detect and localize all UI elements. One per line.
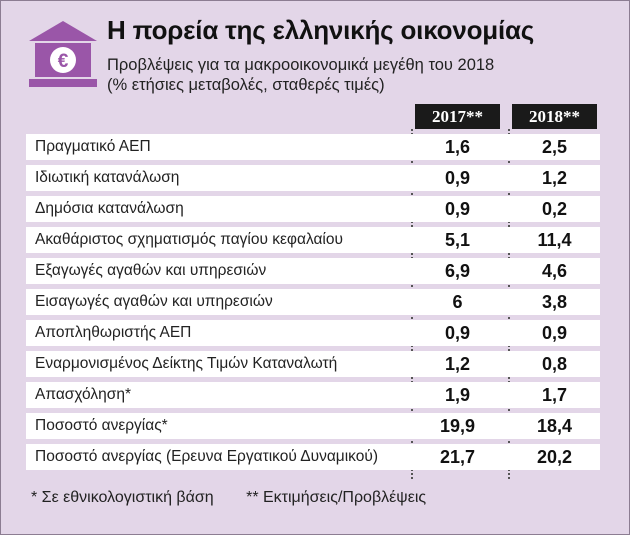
column-header-2018: 2018** xyxy=(512,104,597,129)
value-2018: 0,8 xyxy=(541,354,568,374)
row-label: Πραγματικό ΑΕΠ xyxy=(35,138,151,155)
table-row: Εναρμονισμένος Δείκτης Τιμών Καταναλωτή … xyxy=(26,351,600,377)
value-2017: 6,9 xyxy=(444,261,471,281)
value-2018: 11,4 xyxy=(537,230,572,250)
value-2017: 6 xyxy=(452,292,463,312)
value-2017: 1,9 xyxy=(444,385,471,405)
value-2018: 20,2 xyxy=(536,447,573,467)
table-row: Ακαθάριστος σχηματισμός παγίου κεφαλαίου… xyxy=(26,227,600,253)
row-label: Ιδιωτική κατανάλωση xyxy=(35,169,180,186)
value-2017: 1,2 xyxy=(444,354,471,374)
value-2017: 1,6 xyxy=(444,137,471,157)
row-label: Ποσοστό ανεργίας* xyxy=(35,417,168,434)
table-row: Δημόσια κατανάλωση 0,9 0,2 xyxy=(26,196,600,222)
value-2017: 0,9 xyxy=(444,199,471,219)
table-row: Ποσοστό ανεργίας* 19,9 18,4 xyxy=(26,413,600,439)
value-2018: 0,9 xyxy=(541,323,568,343)
row-label: Αποπληθωριστής ΑΕΠ xyxy=(35,324,192,341)
data-table: Πραγματικό ΑΕΠ 1,6 2,5 Ιδιωτική κατανάλω… xyxy=(26,134,600,475)
value-2018: 1,7 xyxy=(541,385,568,405)
value-2018: 4,6 xyxy=(541,261,568,281)
page-title: Η πορεία της ελληνικής οικονομίας xyxy=(107,15,535,45)
table-row: Απασχόληση* 1,9 1,7 xyxy=(26,382,600,408)
subtitle-line-2: (% ετήσιες μεταβολές, σταθερές τιμές) xyxy=(107,76,385,94)
table-row: Εισαγωγές αγαθών και υπηρεσιών 6 3,8 xyxy=(26,289,600,315)
subtitle-line-1: Προβλέψεις για τα μακροοικονομικά μεγέθη… xyxy=(107,56,495,74)
table-row: Ιδιωτική κατανάλωση 0,9 1,2 xyxy=(26,165,600,191)
column-header-2017: 2017** xyxy=(415,104,500,129)
row-label: Εναρμονισμένος Δείκτης Τιμών Καταναλωτή xyxy=(35,355,338,372)
row-label: Ποσοστό ανεργίας (Ερευνα Εργατικού Δυναμ… xyxy=(35,448,378,465)
value-2017: 19,9 xyxy=(439,416,476,436)
page-subtitle: Προβλέψεις για τα μακροοικονομικά μεγέθη… xyxy=(107,55,494,95)
row-label: Ακαθάριστος σχηματισμός παγίου κεφαλαίου xyxy=(35,231,343,248)
value-2017: 21,7 xyxy=(439,447,476,467)
svg-text:€: € xyxy=(58,51,69,72)
table-row: Αποπληθωριστής ΑΕΠ 0,9 0,9 xyxy=(26,320,600,346)
row-label: Απασχόληση* xyxy=(35,386,131,403)
footnote-estimates: ** Εκτιμήσεις/Προβλέψεις xyxy=(246,489,427,506)
table-row: Εξαγωγές αγαθών και υπηρεσιών 6,9 4,6 xyxy=(26,258,600,284)
value-2018: 0,2 xyxy=(541,199,568,219)
row-label: Δημόσια κατανάλωση xyxy=(35,200,184,217)
value-2017: 5,1 xyxy=(444,230,471,250)
bank-euro-icon: € xyxy=(29,21,97,87)
footnotes: * Σε εθνικολογιστική βάση ** Εκτιμήσεις/… xyxy=(31,489,426,507)
row-label: Εισαγωγές αγαθών και υπηρεσιών xyxy=(35,293,273,310)
footnote-national-accounts: * Σε εθνικολογιστική βάση xyxy=(31,489,214,506)
table-row: Πραγματικό ΑΕΠ 1,6 2,5 xyxy=(26,134,600,160)
value-2018: 18,4 xyxy=(536,416,573,436)
value-2017: 0,9 xyxy=(444,168,471,188)
value-2017: 0,9 xyxy=(444,323,471,343)
value-2018: 3,8 xyxy=(541,292,568,312)
value-2018: 1,2 xyxy=(541,168,568,188)
value-2018: 2,5 xyxy=(541,137,568,157)
row-label: Εξαγωγές αγαθών και υπηρεσιών xyxy=(35,262,267,279)
table-row: Ποσοστό ανεργίας (Ερευνα Εργατικού Δυναμ… xyxy=(26,444,600,470)
